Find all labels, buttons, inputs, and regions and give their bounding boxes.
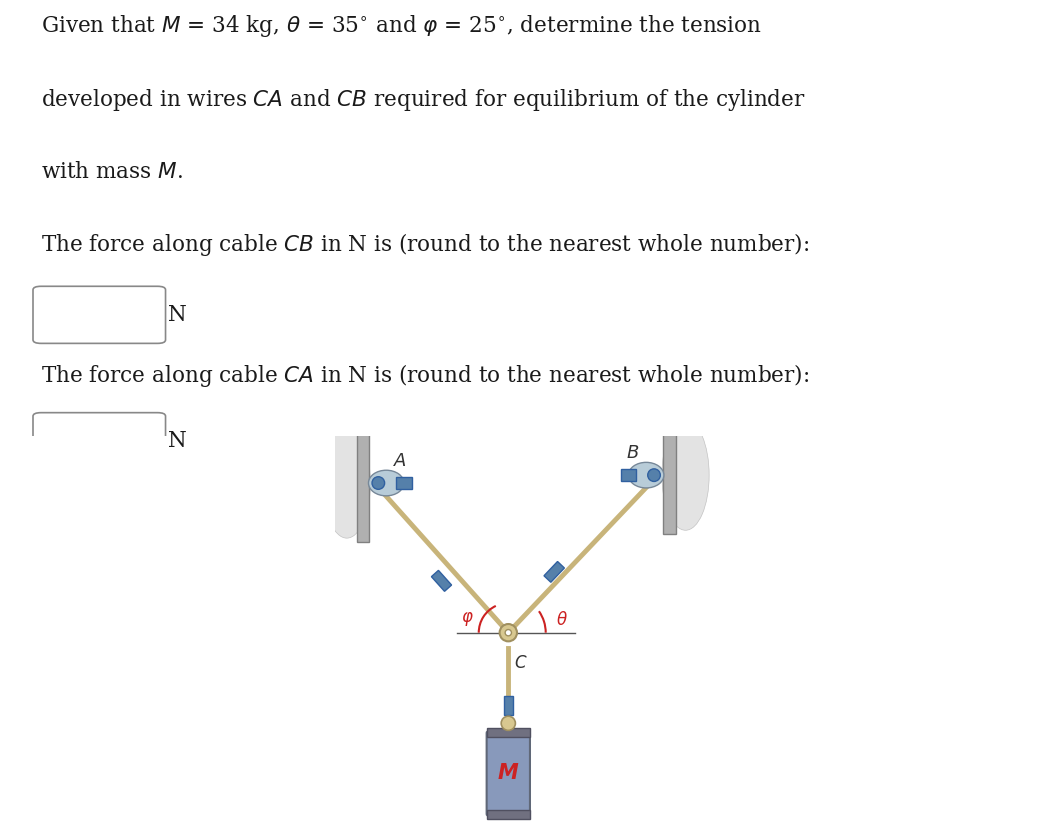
Circle shape bbox=[500, 624, 517, 641]
Bar bbox=[487, 728, 530, 737]
Text: The force along cable $CB$ in N is (round to the nearest whole number):: The force along cable $CB$ in N is (roun… bbox=[41, 231, 809, 258]
Text: The force along cable $CA$ in N is (round to the nearest whole number):: The force along cable $CA$ in N is (roun… bbox=[41, 362, 809, 389]
Bar bbox=[621, 468, 636, 482]
Bar bbox=[432, 571, 452, 592]
Text: Given that $M$ = 34 kg, $\theta$ = 35$^{\circ}$ and $\varphi$ = 25$^{\circ}$, de: Given that $M$ = 34 kg, $\theta$ = 35$^{… bbox=[41, 13, 762, 39]
Text: M: M bbox=[498, 763, 518, 784]
Text: developed in wires $CA$ and $CB$ required for equilibrium of the cylinder: developed in wires $CA$ and $CB$ require… bbox=[41, 87, 806, 113]
Circle shape bbox=[372, 477, 385, 489]
Text: N: N bbox=[168, 430, 187, 452]
Text: N: N bbox=[168, 303, 187, 326]
Bar bbox=[504, 696, 513, 716]
Circle shape bbox=[648, 468, 660, 482]
Bar bbox=[487, 810, 530, 819]
Ellipse shape bbox=[662, 420, 709, 530]
FancyBboxPatch shape bbox=[33, 412, 166, 470]
Bar bbox=[663, 416, 676, 535]
Bar bbox=[544, 561, 564, 582]
Ellipse shape bbox=[629, 463, 664, 488]
Text: B: B bbox=[626, 444, 638, 463]
Bar bbox=[396, 477, 412, 489]
Text: with mass $M$.: with mass $M$. bbox=[41, 161, 184, 184]
Text: A: A bbox=[394, 453, 406, 470]
Text: $\theta$: $\theta$ bbox=[556, 611, 567, 629]
Ellipse shape bbox=[323, 428, 370, 538]
Bar bbox=[357, 420, 369, 432]
Circle shape bbox=[505, 629, 511, 636]
FancyBboxPatch shape bbox=[487, 731, 530, 816]
FancyBboxPatch shape bbox=[33, 287, 166, 344]
Circle shape bbox=[502, 716, 515, 731]
Ellipse shape bbox=[368, 470, 404, 496]
Bar bbox=[357, 424, 369, 542]
Bar bbox=[663, 412, 676, 424]
Text: $\varphi$: $\varphi$ bbox=[461, 610, 474, 628]
Text: C: C bbox=[514, 654, 526, 672]
